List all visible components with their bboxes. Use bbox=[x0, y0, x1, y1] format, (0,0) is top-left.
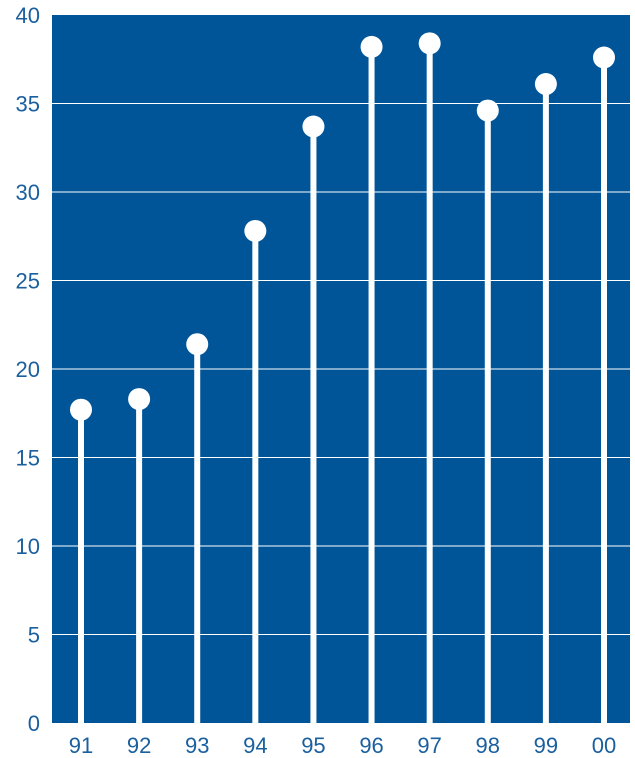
y-tick-label: 40 bbox=[16, 3, 40, 28]
x-tick-label-94: 94 bbox=[243, 733, 267, 758]
y-tick-label: 0 bbox=[28, 711, 40, 736]
marker-98 bbox=[476, 99, 499, 122]
x-tick-label-91: 91 bbox=[69, 733, 93, 758]
y-tick-label: 10 bbox=[16, 534, 40, 559]
y-tick-label: 30 bbox=[16, 180, 40, 205]
stems bbox=[78, 43, 607, 723]
x-tick-label-96: 96 bbox=[359, 733, 383, 758]
x-axis-tick-labels: 91 92 93 94 95 96 97 98 99 00 bbox=[69, 733, 616, 758]
y-tick-label: 25 bbox=[16, 269, 40, 294]
x-tick-label-99: 99 bbox=[534, 733, 558, 758]
y-tick-label: 5 bbox=[28, 623, 40, 648]
gridlines bbox=[52, 103, 630, 635]
marker-93 bbox=[186, 333, 209, 356]
marker-92 bbox=[128, 388, 151, 411]
y-axis-tick-labels: 0 5 10 15 20 25 30 35 40 bbox=[16, 3, 40, 736]
x-tick-label-92: 92 bbox=[127, 733, 151, 758]
marker-99 bbox=[534, 73, 557, 96]
y-tick-label: 15 bbox=[16, 446, 40, 471]
x-tick-label-00: 00 bbox=[592, 733, 616, 758]
x-tick-label-95: 95 bbox=[301, 733, 325, 758]
marker-94 bbox=[244, 219, 267, 242]
marker-00 bbox=[593, 46, 615, 69]
markers bbox=[70, 32, 615, 421]
marker-91 bbox=[70, 398, 92, 421]
y-tick-label: 20 bbox=[16, 357, 40, 382]
y-tick-label: 35 bbox=[16, 92, 40, 117]
x-tick-label-93: 93 bbox=[185, 733, 209, 758]
marker-95 bbox=[302, 115, 325, 138]
x-tick-label-98: 98 bbox=[476, 733, 500, 758]
marker-97 bbox=[418, 32, 441, 55]
marker-96 bbox=[360, 35, 383, 58]
x-tick-label-97: 97 bbox=[417, 733, 441, 758]
